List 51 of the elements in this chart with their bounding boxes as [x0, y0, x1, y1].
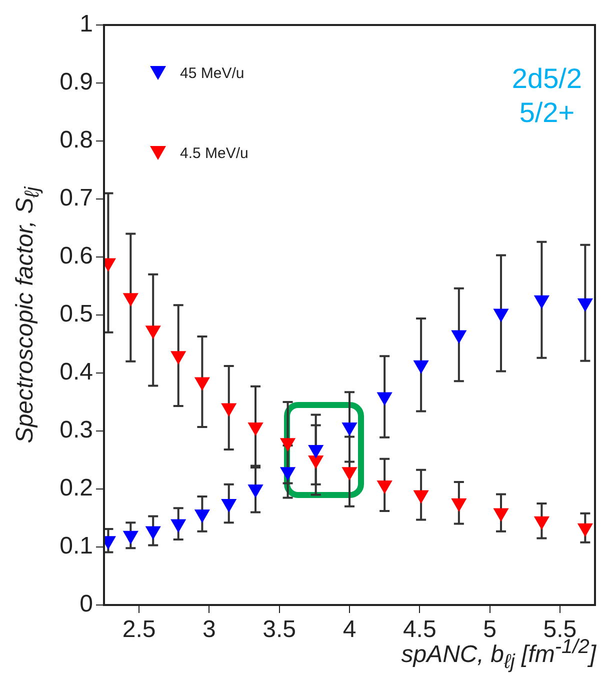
point: [170, 519, 186, 532]
point: [280, 467, 296, 480]
x-tick-label: 4.5: [402, 616, 436, 644]
point: [123, 293, 138, 306]
legend-label: 4.5 MeV/u: [180, 144, 248, 162]
legend-label: 45 MeV/u: [180, 64, 244, 82]
y-tick-label: 0: [80, 590, 93, 618]
y-tick-label: 0.9: [60, 68, 93, 96]
point: [342, 467, 357, 480]
x-tick-label: 3.5: [262, 616, 296, 644]
y-tick-label: 0.8: [60, 126, 93, 154]
point: [194, 509, 210, 522]
point: [221, 403, 236, 416]
point: [308, 456, 324, 468]
point: [377, 392, 392, 406]
point: [414, 490, 428, 504]
point: [414, 360, 428, 374]
y-tick-label: 0.5: [60, 300, 93, 328]
point: [221, 499, 236, 512]
point: [451, 498, 466, 512]
y-tick-label: 0.7: [60, 184, 93, 212]
y-tick-label: 0.6: [60, 242, 93, 270]
point: [342, 422, 357, 436]
x-tick-label: 2.5: [122, 616, 156, 644]
point: [248, 422, 263, 436]
point: [578, 298, 593, 312]
point: [123, 530, 138, 544]
point: [494, 508, 508, 522]
x-tick-label: 3: [202, 616, 216, 644]
point: [578, 523, 593, 536]
point: [194, 377, 210, 390]
point: [534, 295, 550, 308]
point: [170, 351, 186, 364]
point: [534, 516, 550, 530]
y-tick-label: 0.1: [60, 532, 93, 560]
x-tick-label: 4: [342, 616, 356, 644]
point: [377, 480, 392, 494]
point: [146, 526, 161, 540]
point: [248, 484, 263, 498]
y-tick-label: 1: [80, 10, 93, 38]
point: [280, 438, 296, 452]
point: [451, 330, 466, 344]
y-tick-label: 0.2: [60, 474, 93, 502]
point: [308, 445, 324, 458]
x-tick-label: 5: [483, 616, 496, 644]
annotation: 5/2+: [518, 96, 576, 130]
point: [146, 326, 161, 339]
y-tick-label: 0.3: [60, 416, 93, 444]
annotation: 2d5/2: [512, 62, 582, 96]
point: [494, 308, 508, 322]
y-tick-label: 0.4: [60, 358, 93, 386]
